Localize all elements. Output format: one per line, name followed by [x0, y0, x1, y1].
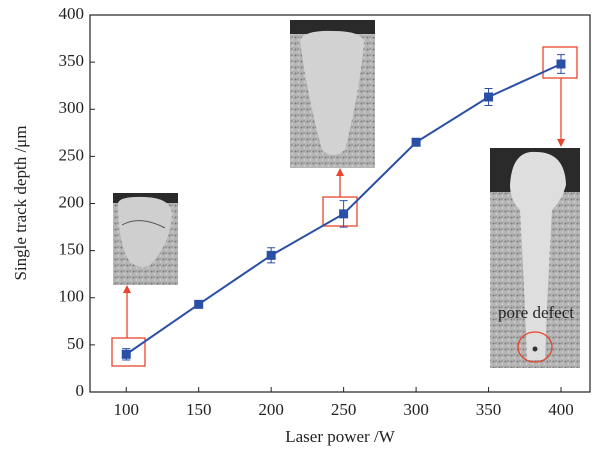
- micrograph-250w: [290, 20, 375, 168]
- x-tick-label: 400: [548, 400, 574, 419]
- x-tick-label: 100: [113, 400, 139, 419]
- data-point: [194, 299, 204, 309]
- x-tick-label: 150: [186, 400, 212, 419]
- x-tick-label: 250: [331, 400, 357, 419]
- micrograph-100w: [113, 193, 178, 285]
- x-tick-label: 300: [403, 400, 429, 419]
- micrograph-400w: [490, 148, 580, 368]
- annotation: pore defect: [498, 303, 574, 322]
- data-point: [556, 59, 566, 69]
- data-point: [411, 137, 421, 147]
- y-tick-label: 100: [59, 287, 85, 306]
- highlights: [111, 46, 578, 367]
- y-tick-label: 400: [59, 4, 85, 23]
- x-tick-label: 200: [258, 400, 284, 419]
- y-tick-label: 200: [59, 192, 85, 211]
- data-point: [266, 250, 276, 260]
- y-tick-label: 0: [76, 381, 85, 400]
- data-point: [121, 349, 131, 359]
- y-tick-label: 50: [67, 334, 84, 353]
- y-tick-label: 300: [59, 98, 85, 117]
- x-axis-label: Laser power /W: [285, 427, 395, 446]
- data-point: [339, 209, 349, 219]
- arrowheads: [123, 139, 565, 293]
- y-tick-label: 250: [59, 145, 85, 164]
- y-tick-label: 350: [59, 51, 85, 70]
- y-axis-label: Single track depth /μm: [11, 125, 30, 280]
- data-point: [484, 92, 494, 102]
- y-tick-label: 150: [59, 240, 85, 259]
- x-tick-label: 350: [476, 400, 502, 419]
